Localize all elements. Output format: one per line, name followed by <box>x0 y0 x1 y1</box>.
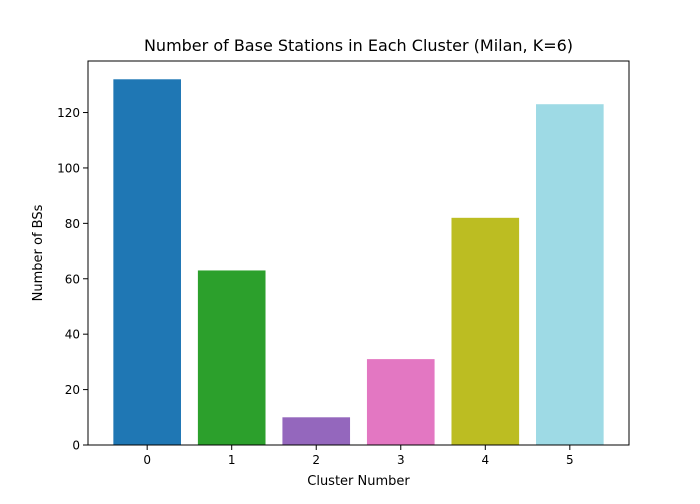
x-tick-label: 3 <box>397 453 405 467</box>
chart-title: Number of Base Stations in Each Cluster … <box>144 36 573 55</box>
y-tick-label: 100 <box>57 161 80 175</box>
y-tick-label: 60 <box>65 272 80 286</box>
bar-cluster-2 <box>282 417 351 445</box>
plot-frame <box>87 60 630 446</box>
bar-cluster-4 <box>451 217 520 445</box>
y-tick-label: 20 <box>65 383 80 397</box>
y-tick-label: 0 <box>72 439 80 453</box>
x-axis-label: Cluster Number <box>307 474 410 489</box>
bar-cluster-3 <box>366 359 435 445</box>
y-axis-label: Number of BSs <box>31 204 46 301</box>
bar-cluster-0 <box>113 79 181 446</box>
x-tick-label: 2 <box>312 453 320 467</box>
x-tick-label: 0 <box>143 453 151 467</box>
x-tick-label: 1 <box>228 453 236 467</box>
bar-cluster-5 <box>536 104 604 446</box>
x-tick-label: 5 <box>566 453 574 467</box>
y-tick-label: 40 <box>65 328 80 342</box>
y-tick-label: 80 <box>65 217 80 231</box>
x-tick-label: 4 <box>481 453 489 467</box>
bar-cluster-1 <box>197 270 266 445</box>
y-tick-label: 120 <box>57 106 80 120</box>
plot-area: 0 1 2 3 4 5 0 20 40 60 80 100 120 <box>57 79 604 467</box>
